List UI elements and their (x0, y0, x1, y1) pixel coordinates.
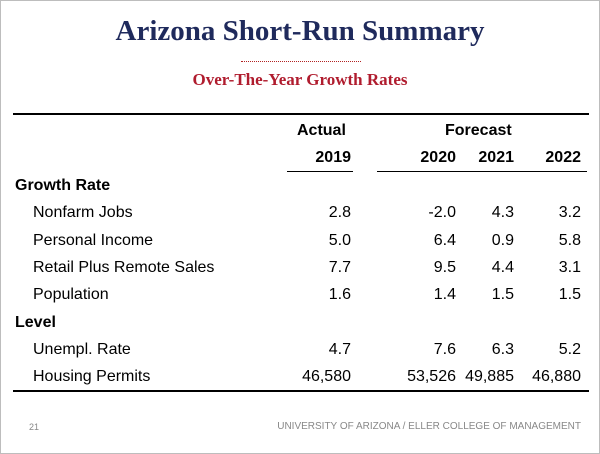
cell-value: 0.9 (491, 231, 514, 249)
cell-value: 7.7 (328, 258, 351, 276)
column-header: 2020 (420, 149, 456, 166)
cell-value: 9.5 (433, 258, 456, 276)
title: Arizona Short-Run Summary (115, 15, 485, 47)
forecast-underline (377, 171, 587, 172)
cell-value: 6.3 (491, 340, 514, 358)
cell-value: 3.2 (558, 204, 581, 222)
cell-value: -2.0 (428, 204, 456, 222)
column-group: Forecast (445, 122, 512, 139)
cell-value: 1.5 (558, 286, 581, 304)
cell-value: 2.8 (328, 204, 351, 222)
column-header: 2019 (315, 149, 351, 166)
cell-value: 53,526 (407, 368, 456, 386)
cell-value: 3.1 (558, 258, 581, 276)
cell-value: 7.6 (433, 340, 456, 358)
subtitle: Over-The-Year Growth Rates (192, 70, 408, 89)
cell-value: 5.0 (328, 231, 351, 249)
row-label: Population (33, 286, 109, 304)
cell-value: 46,880 (532, 368, 581, 386)
row-label: Nonfarm Jobs (33, 204, 133, 222)
page-number: 21 (29, 422, 40, 432)
cell-value: 5.8 (558, 231, 581, 249)
row-label: Housing Permits (33, 368, 151, 386)
row-label: Unempl. Rate (33, 340, 131, 358)
table-top-rule (13, 113, 589, 115)
actual-underline (287, 171, 353, 172)
row-label: Retail Plus Remote Sales (33, 258, 215, 276)
row-label: Personal Income (33, 231, 154, 249)
cell-value: 4.7 (328, 340, 351, 358)
cell-value: 4.4 (491, 258, 514, 276)
cell-value: 49,885 (465, 368, 514, 386)
title-divider (241, 61, 361, 62)
column-group: Actual (297, 122, 346, 139)
cell-value: 5.2 (558, 340, 581, 358)
cell-value: 1.5 (491, 286, 514, 304)
section-label: Level (15, 313, 56, 331)
cell-value: 4.3 (491, 204, 514, 222)
footer-text: UNIVERSITY OF ARIZONA / ELLER COLLEGE OF… (277, 421, 581, 432)
table-bottom-rule (13, 390, 589, 392)
column-header: 2022 (545, 149, 581, 166)
cell-value: 6.4 (433, 231, 456, 249)
column-header: 2021 (478, 149, 514, 166)
section-label: Growth Rate (15, 177, 111, 194)
cell-value: 1.4 (433, 286, 456, 304)
cell-value: 1.6 (328, 286, 351, 304)
cell-value: 46,580 (302, 368, 351, 386)
